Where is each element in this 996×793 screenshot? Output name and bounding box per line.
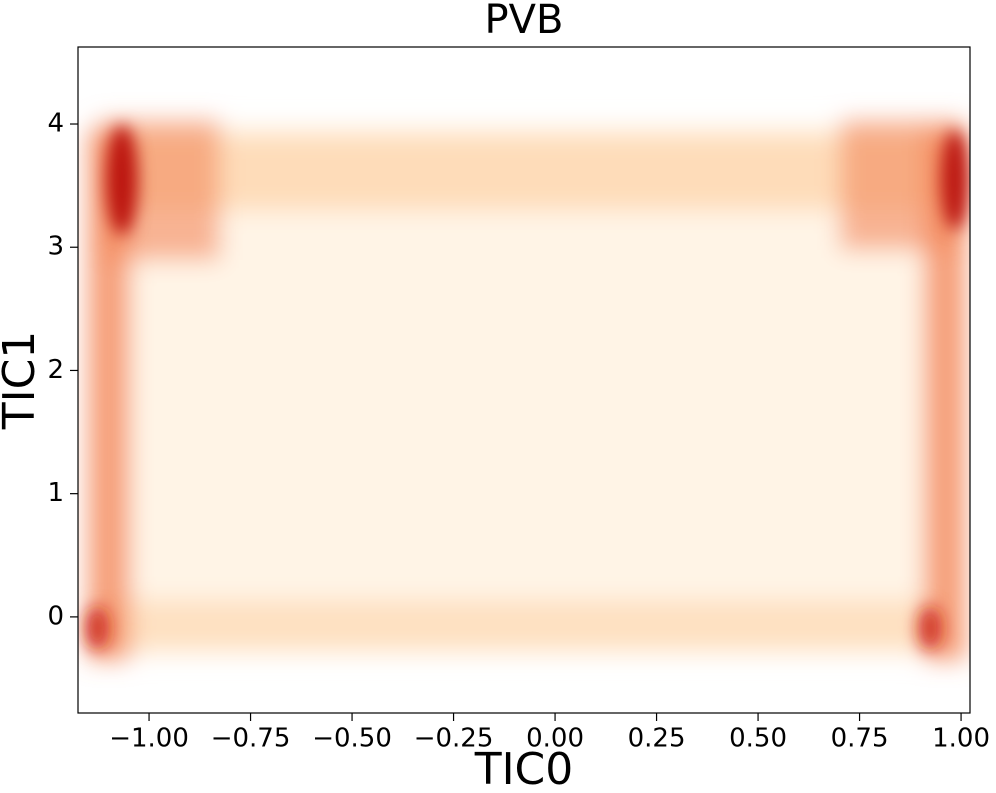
y-tick-label: 3 bbox=[47, 232, 64, 262]
x-tick-label: 0.75 bbox=[831, 724, 889, 754]
plot-frame bbox=[77, 46, 971, 714]
x-tick-label: 0.00 bbox=[526, 724, 584, 754]
density bbox=[85, 120, 969, 660]
y-tick-label: 4 bbox=[47, 109, 64, 139]
x-tick-label: 0.50 bbox=[729, 724, 787, 754]
y-tick-label: 2 bbox=[47, 355, 64, 385]
x-tick-label: −1.00 bbox=[109, 724, 189, 754]
x-axis-label: TIC0 bbox=[474, 744, 574, 793]
x-tick-label: −0.75 bbox=[211, 724, 291, 754]
y-tick-label: 0 bbox=[47, 601, 64, 631]
y-axis-label: TIC1 bbox=[0, 331, 45, 431]
x-tick-label: −0.50 bbox=[312, 724, 392, 754]
chart-title: PVB bbox=[485, 0, 564, 43]
y-tick-label: 1 bbox=[47, 478, 64, 508]
x-tick-label: 1.00 bbox=[932, 724, 990, 754]
x-tick-label: 0.25 bbox=[628, 724, 686, 754]
x-tick-label: −0.25 bbox=[414, 724, 494, 754]
